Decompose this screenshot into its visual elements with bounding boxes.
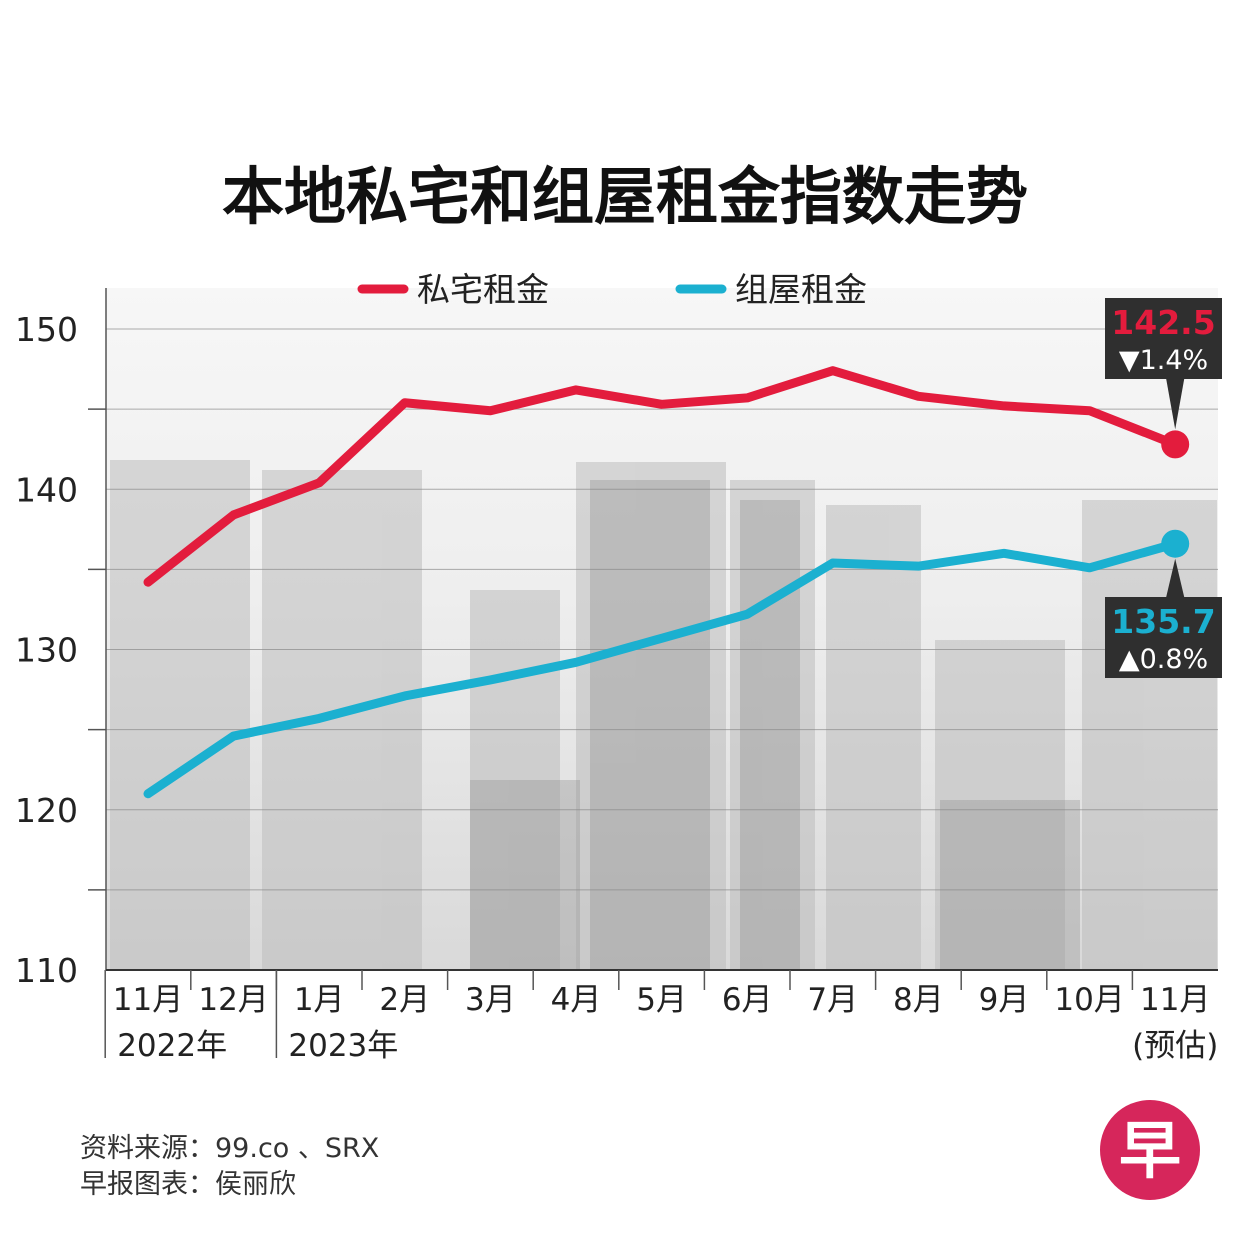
- data-point: [317, 716, 322, 721]
- x-tick-label: 1月: [294, 982, 345, 1018]
- callout-value: 142.5: [1111, 303, 1215, 342]
- callouts: 142.5▼1.4% 135.7▲0.8%: [1105, 298, 1222, 678]
- callout-value: 135.7: [1111, 602, 1215, 641]
- data-point: [1002, 551, 1006, 556]
- x-axis: 11月 12月 1月 2月 3月 4月 5月 6月 7月 8月 9月 10月 11月 (预估) 2022年 2…: [104, 969, 1218, 1064]
- data-point: [402, 400, 407, 405]
- callout-change: ▲0.8%: [1119, 644, 1208, 675]
- data-point: [659, 402, 664, 407]
- year-label: 2022年: [117, 1028, 227, 1064]
- data-point: [146, 580, 150, 585]
- x-tick-label: 12月: [198, 982, 268, 1018]
- data-point: [574, 660, 578, 665]
- x-tick-label: 8月: [893, 982, 944, 1018]
- chart-title: 本地私宅和组屋租金指数走势: [222, 160, 1028, 233]
- data-point: [488, 408, 493, 413]
- y-tick-label: 140: [15, 470, 78, 509]
- legend: 私宅租金 组屋租金: [357, 270, 867, 309]
- city-background: [106, 288, 1218, 970]
- y-tick-label: 130: [15, 631, 78, 670]
- callout-change: ▼1.4%: [1119, 345, 1208, 376]
- data-point: [745, 612, 750, 617]
- x-tick-label: 11月: [1140, 982, 1210, 1018]
- x-tick-label: 5月: [636, 982, 687, 1018]
- x-tick-note: (预估): [1132, 1028, 1218, 1064]
- x-tick-label: 10月: [1054, 982, 1124, 1018]
- callout-box: [1105, 298, 1222, 379]
- data-point: [231, 734, 236, 739]
- callout-pointer: [1166, 558, 1185, 597]
- end-point-marker: [1161, 430, 1190, 459]
- logo-circle: [1100, 1100, 1200, 1200]
- data-point: [146, 791, 150, 796]
- x-tick-label: 3月: [465, 982, 516, 1018]
- data-point: [830, 560, 835, 565]
- data-point: [488, 677, 493, 682]
- x-tick-label: 6月: [722, 982, 773, 1018]
- x-tick-label: 11月: [113, 982, 183, 1018]
- data-point: [317, 480, 322, 485]
- source-text: 资料来源：99.co 、SRX: [80, 1133, 379, 1164]
- year-label: 2023年: [288, 1028, 398, 1064]
- data-point: [574, 387, 578, 392]
- x-tick-label: 9月: [979, 982, 1030, 1018]
- y-tick-label: 150: [15, 310, 78, 349]
- series-layer: [143, 366, 1190, 799]
- x-tick-label: 7月: [807, 982, 858, 1018]
- data-point: [231, 512, 236, 517]
- x-tick-label: 4月: [551, 982, 602, 1018]
- callout-box: [1105, 597, 1222, 678]
- credit-text: 早报图表：侯丽欣: [80, 1169, 296, 1200]
- data-point: [916, 394, 921, 399]
- end-point-marker: [1161, 529, 1190, 558]
- data-point: [402, 693, 407, 698]
- data-point: [1087, 408, 1092, 413]
- data-point: [1087, 565, 1092, 570]
- callout-1: 135.7▲0.8%: [1105, 558, 1222, 678]
- callout-pointer: [1166, 379, 1185, 430]
- data-point: [1002, 403, 1006, 408]
- callout-0: 142.5▼1.4%: [1105, 298, 1222, 430]
- logo-glyph: 早: [1119, 1114, 1181, 1187]
- data-point: [659, 636, 664, 641]
- data-point: [916, 564, 921, 569]
- y-axis-ticks: 110 120 130 140 150: [15, 288, 107, 990]
- data-point: [745, 395, 750, 400]
- data-point: [830, 368, 835, 373]
- x-tick-label: 2月: [379, 982, 430, 1018]
- legend-label: 组屋租金: [735, 270, 867, 309]
- legend-label: 私宅租金: [417, 270, 549, 309]
- y-tick-label: 110: [15, 951, 78, 990]
- zaobao-logo: 早: [1100, 1100, 1200, 1200]
- y-tick-label: 120: [15, 791, 78, 830]
